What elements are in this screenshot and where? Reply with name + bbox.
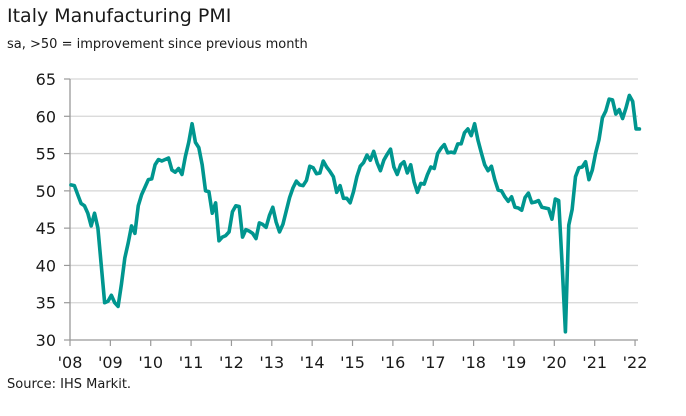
x-tick-label: '10	[138, 353, 163, 372]
x-tick-label: '13	[259, 353, 284, 372]
x-tick-label: '12	[219, 353, 244, 372]
chart-subtitle: sa, >50 = improvement since previous mon…	[7, 37, 308, 52]
x-tick-label: '16	[380, 353, 405, 372]
x-tick-label: '18	[461, 353, 486, 372]
y-tick-label: 30	[36, 331, 56, 350]
x-tick-label: '21	[582, 353, 607, 372]
y-tick-label: 35	[36, 294, 56, 313]
y-tick-label: 65	[36, 70, 56, 89]
x-tick-label: '09	[98, 353, 123, 372]
x-tick-label: '20	[542, 353, 567, 372]
y-tick-label: 40	[36, 256, 56, 275]
chart-source: Source: IHS Markit.	[7, 377, 132, 392]
x-tick-label: '19	[502, 353, 527, 372]
x-tick-label: '14	[300, 353, 325, 372]
x-tick-label: '17	[421, 353, 446, 372]
y-tick-label: 45	[36, 219, 56, 238]
x-tick-label: '11	[179, 353, 204, 372]
y-tick-label: 50	[36, 182, 56, 201]
x-tick-label: '08	[58, 353, 83, 372]
y-tick-label: 60	[36, 107, 56, 126]
pmi-series-line	[69, 93, 642, 334]
chart-title: Italy Manufacturing PMI	[7, 5, 232, 27]
x-tick-label: '22	[623, 353, 648, 372]
x-tick-label: '15	[340, 353, 365, 372]
y-tick-label: 55	[36, 145, 56, 164]
